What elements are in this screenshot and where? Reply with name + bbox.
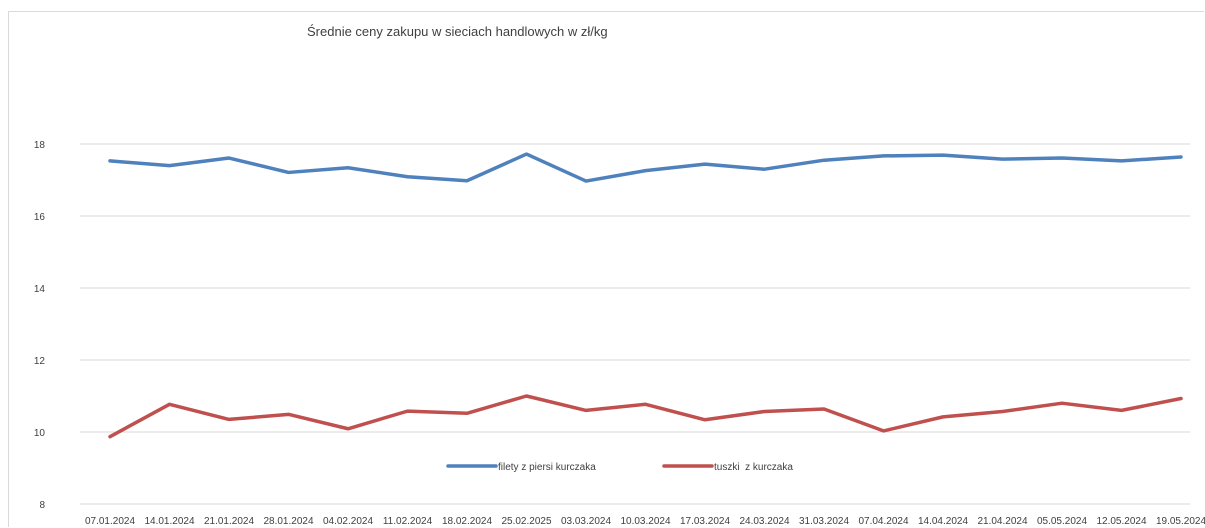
x-tick-label: 03.03.2024 (561, 516, 611, 527)
y-tick-label: 12 (34, 356, 46, 367)
y-tick-label: 8 (39, 500, 45, 511)
series-line-2 (108, 394, 1183, 439)
x-tick-label: 07.01.2024 (85, 516, 135, 527)
x-tick-label: 07.04.2024 (858, 516, 908, 527)
legend-label: filety z piersi kurczaka (498, 462, 596, 473)
x-tick-label: 17.03.2024 (680, 516, 730, 527)
chart-title: Średnie ceny zakupu w sieciach handlowyc… (307, 24, 608, 39)
legend-label: tuszki z kurczaka (714, 462, 793, 473)
x-tick-label: 31.03.2024 (799, 516, 849, 527)
y-tick-label: 16 (34, 212, 46, 223)
x-tick-label: 14.04.2024 (918, 516, 968, 527)
x-tick-label: 14.01.2024 (144, 516, 194, 527)
x-tick-label: 24.03.2024 (739, 516, 789, 527)
x-tick-label: 19.05.2024 (1156, 516, 1205, 527)
x-tick-label: 10.03.2024 (620, 516, 670, 527)
x-tick-label: 21.01.2024 (204, 516, 254, 527)
x-tick-label: 21.04.2024 (977, 516, 1027, 527)
x-tick-label: 28.01.2024 (263, 516, 313, 527)
x-tick-label: 12.05.2024 (1096, 516, 1146, 527)
y-tick-label: 18 (34, 140, 46, 151)
x-tick-label: 05.05.2024 (1037, 516, 1087, 527)
y-tick-label: 14 (34, 284, 46, 295)
x-tick-label: 11.02.2024 (383, 516, 433, 527)
x-tick-label: 04.02.2024 (323, 516, 373, 527)
chart-area (8, 11, 1204, 527)
series-line-1 (108, 152, 1183, 183)
x-tick-label: 18.02.2024 (442, 516, 492, 527)
y-tick-label: 10 (34, 428, 46, 439)
x-tick-label: 25.02.2025 (501, 516, 551, 527)
